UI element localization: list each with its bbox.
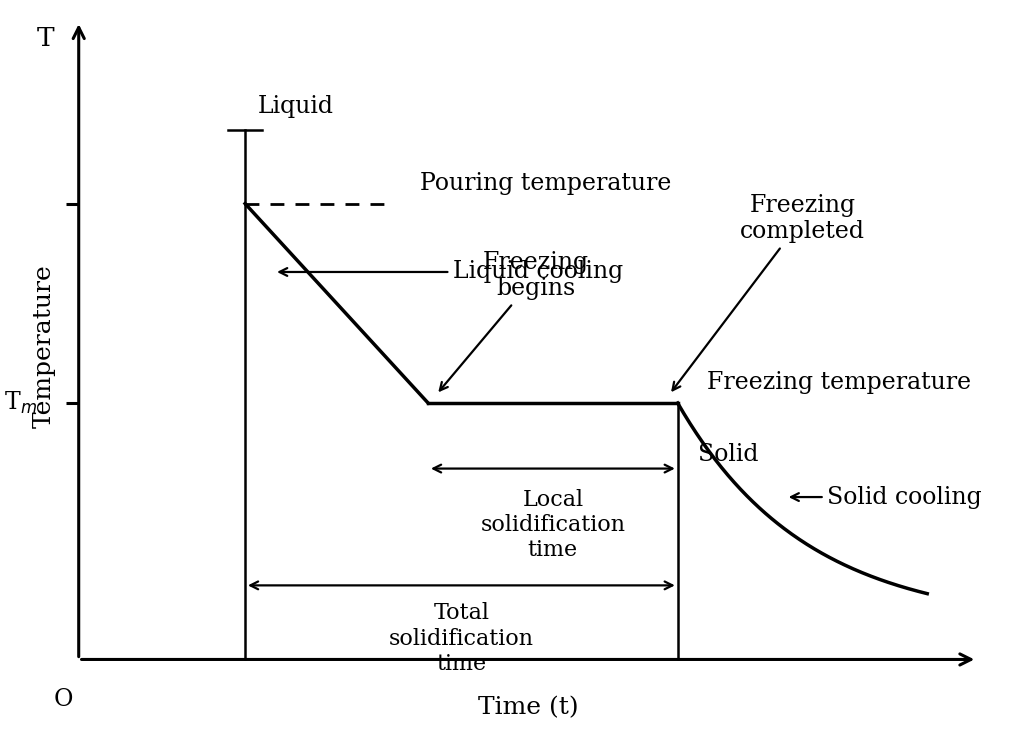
Text: Freezing temperature: Freezing temperature xyxy=(707,372,971,395)
Text: Solid: Solid xyxy=(698,443,759,466)
Text: Local
solidification
time: Local solidification time xyxy=(480,488,626,561)
Text: Solid cooling: Solid cooling xyxy=(792,485,982,509)
Text: Freezing
begins: Freezing begins xyxy=(440,251,590,390)
Text: Liquid: Liquid xyxy=(258,95,334,119)
Text: Temperature: Temperature xyxy=(33,264,55,428)
Text: Liquid cooling: Liquid cooling xyxy=(280,261,624,283)
Text: Freezing
completed: Freezing completed xyxy=(673,194,865,390)
Text: T$_m$: T$_m$ xyxy=(4,390,37,416)
Text: Total
solidification
time: Total solidification time xyxy=(389,602,534,676)
Text: Time (t): Time (t) xyxy=(477,696,579,720)
Text: Pouring temperature: Pouring temperature xyxy=(420,172,671,195)
Text: O: O xyxy=(54,688,74,711)
Text: T: T xyxy=(37,26,54,51)
